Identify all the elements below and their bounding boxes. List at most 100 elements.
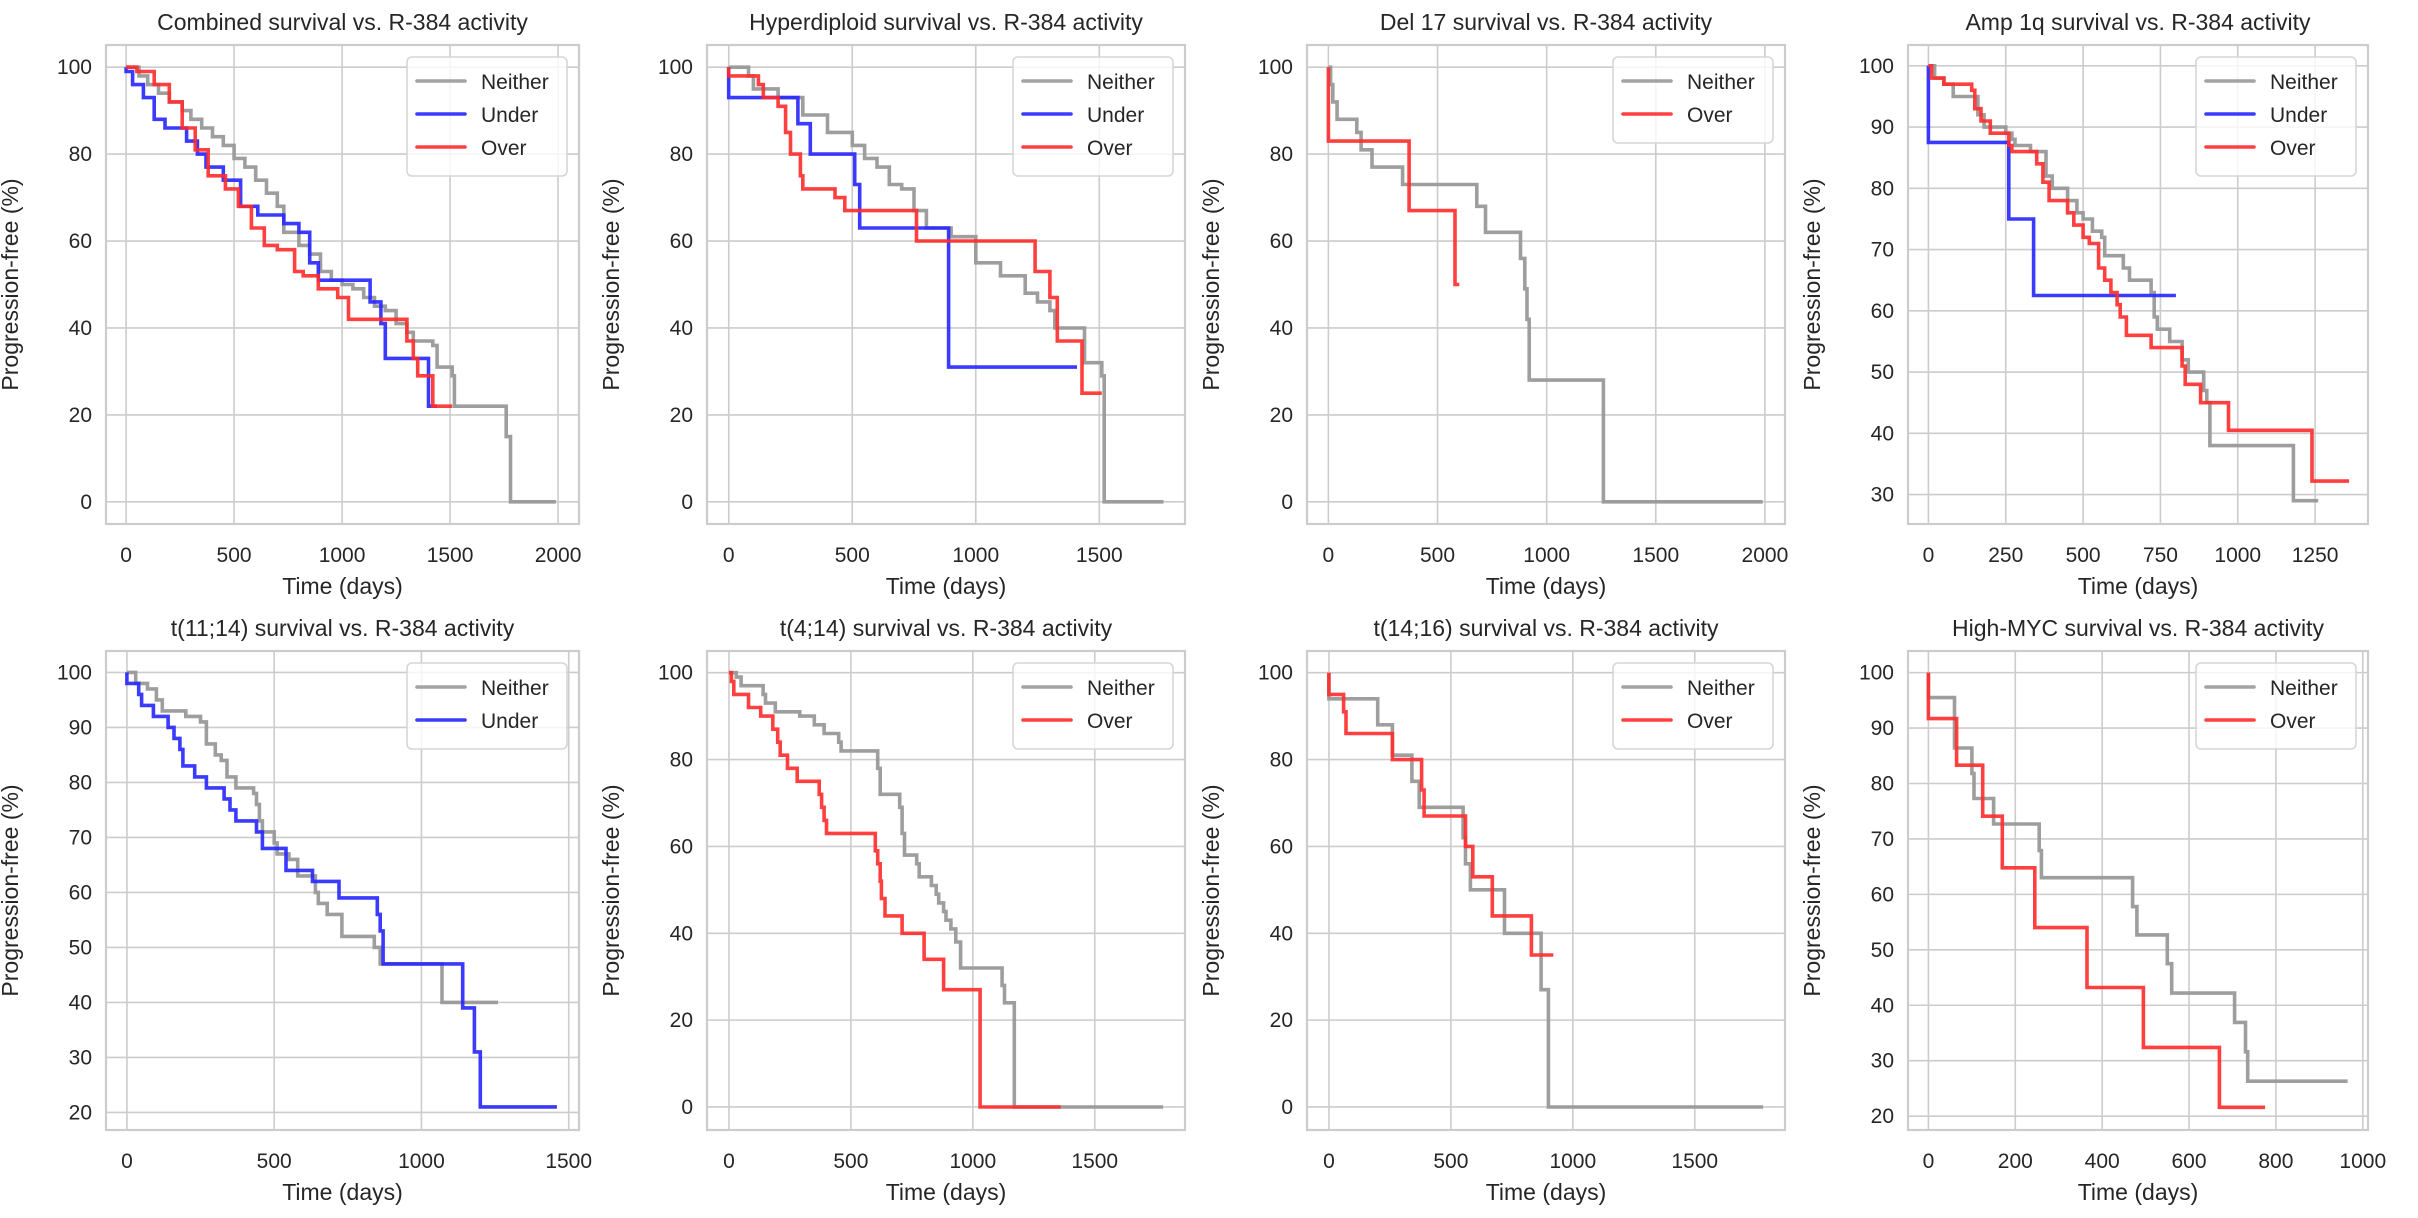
x-axis-label: Time (days) xyxy=(1486,1179,1607,1205)
legend-label-neither: Neither xyxy=(2270,71,2338,94)
subplot-title: t(11;14) survival vs. R-384 activity xyxy=(171,615,515,641)
x-axis-label: Time (days) xyxy=(2078,1179,2199,1205)
x-tick-label: 500 xyxy=(257,1150,292,1173)
x-tick-label: 600 xyxy=(2172,1150,2207,1173)
y-tick-label: 0 xyxy=(80,491,92,514)
y-tick-label: 80 xyxy=(1871,177,1894,200)
x-tick-label: 0 xyxy=(1323,544,1335,567)
x-axis-label: Time (days) xyxy=(886,1179,1007,1205)
x-tick-label: 500 xyxy=(833,1150,868,1173)
axes-frame xyxy=(1305,43,1787,526)
x-tick-label: 500 xyxy=(835,544,870,567)
subplot-6: 0 500 1000 1500 0 20 40 60 80 100 t(4;14) survival… xyxy=(598,615,1187,1205)
legend: Neither Over xyxy=(1012,662,1174,750)
x-tick-label: 250 xyxy=(1988,544,2023,567)
subplot-3: 0 500 1000 1500 2000 0 20 40 60 80 100 Del 17 survi… xyxy=(1198,9,1788,599)
y-tick-label: 40 xyxy=(670,922,693,945)
x-tick-label: 1000 xyxy=(949,1150,996,1173)
x-tick-label: 0 xyxy=(723,1150,735,1173)
y-tick-label: 80 xyxy=(1270,143,1293,166)
curve-under xyxy=(125,672,557,1109)
y-axis-label: Progression-free (%) xyxy=(1799,784,1825,996)
y-tick-label: 20 xyxy=(670,1009,693,1032)
x-tick-label: 1000 xyxy=(2214,544,2261,567)
legend: Neither Over xyxy=(1612,56,1774,144)
legend-label-over: Over xyxy=(1087,137,1133,160)
curve-under xyxy=(1926,65,2176,298)
y-tick-label: 100 xyxy=(658,56,693,79)
subplot-1: 0 500 1000 1500 2000 0 20 40 60 80 100 Combined sur… xyxy=(0,9,581,599)
subplot-title: t(4;14) survival vs. R-384 activity xyxy=(780,615,1113,641)
y-tick-label: 100 xyxy=(57,661,92,684)
curve-over xyxy=(1928,64,2350,483)
y-tick-label: 30 xyxy=(1871,484,1894,507)
legend-label-neither: Neither xyxy=(1087,677,1155,700)
x-tick-label: 1000 xyxy=(2339,1150,2386,1173)
curve-over xyxy=(728,670,1061,1109)
axes-frame xyxy=(104,43,581,526)
legend: Neither Under Over xyxy=(2195,56,2357,177)
y-tick-label: 20 xyxy=(69,1101,92,1124)
y-tick-label: 40 xyxy=(670,317,693,340)
x-tick-label: 1500 xyxy=(1076,544,1123,567)
legend-label-over: Over xyxy=(2270,710,2316,733)
axes-frame xyxy=(1305,649,1787,1132)
x-tick-label: 1000 xyxy=(1523,544,1570,567)
y-axis-label: Progression-free (%) xyxy=(1799,178,1825,390)
curve-neither xyxy=(126,670,498,1005)
legend: Neither Under xyxy=(406,662,568,750)
y-tick-label: 90 xyxy=(69,716,92,739)
curve-over xyxy=(1326,67,1460,287)
axes-frame xyxy=(104,649,581,1132)
legend-box xyxy=(2195,662,2357,750)
curve-over xyxy=(726,67,1102,395)
curve-neither xyxy=(728,670,1164,1109)
legend-box xyxy=(1612,56,1774,144)
y-tick-label: 100 xyxy=(1258,56,1293,79)
y-tick-label: 20 xyxy=(69,404,92,427)
legend-label-under: Under xyxy=(2270,104,2327,127)
y-tick-label: 20 xyxy=(670,404,693,427)
y-tick-label: 80 xyxy=(670,749,693,772)
y-tick-label: 60 xyxy=(69,230,92,253)
y-tick-label: 60 xyxy=(670,835,693,858)
subplot-title: High-MYC survival vs. R-384 activity xyxy=(1952,615,2324,641)
y-tick-label: 40 xyxy=(69,317,92,340)
y-tick-label: 0 xyxy=(1281,1096,1293,1119)
x-tick-label: 1500 xyxy=(1632,544,1679,567)
y-tick-label: 0 xyxy=(681,491,693,514)
axes-frame xyxy=(1906,649,2370,1132)
y-tick-label: 20 xyxy=(1270,404,1293,427)
legend: Neither Over xyxy=(2195,662,2357,750)
y-tick-label: 100 xyxy=(658,662,693,685)
x-axis-label: Time (days) xyxy=(282,573,403,599)
legend-label-under: Under xyxy=(481,104,538,127)
y-tick-label: 50 xyxy=(69,936,92,959)
y-tick-label: 0 xyxy=(681,1096,693,1119)
legend-label-over: Over xyxy=(1687,710,1733,733)
y-tick-label: 0 xyxy=(1281,491,1293,514)
y-tick-label: 20 xyxy=(1270,1009,1293,1032)
x-axis-label: Time (days) xyxy=(282,1179,403,1205)
x-tick-label: 500 xyxy=(2066,544,2101,567)
y-tick-label: 30 xyxy=(1871,1050,1894,1073)
subplot-7: 0 500 1000 1500 0 20 40 60 80 100 t(14;16) surviva… xyxy=(1198,615,1787,1205)
y-tick-label: 40 xyxy=(1871,422,1894,445)
y-tick-label: 100 xyxy=(1258,662,1293,685)
subplot-title: Hyperdiploid survival vs. R-384 activity xyxy=(749,9,1143,35)
y-tick-label: 60 xyxy=(69,881,92,904)
legend-label-under: Under xyxy=(481,710,538,733)
x-tick-label: 1250 xyxy=(2292,544,2339,567)
y-tick-label: 100 xyxy=(1859,662,1894,685)
legend: Neither Over xyxy=(1612,662,1774,750)
legend-label-neither: Neither xyxy=(1687,677,1755,700)
x-tick-label: 500 xyxy=(217,544,252,567)
y-tick-label: 80 xyxy=(69,771,92,794)
curve-neither xyxy=(1327,672,1764,1109)
subplot-title: t(14;16) survival vs. R-384 activity xyxy=(1373,615,1719,641)
x-tick-label: 0 xyxy=(1923,544,1935,567)
x-tick-label: 2000 xyxy=(1742,544,1789,567)
y-tick-label: 100 xyxy=(57,56,92,79)
subplot-5: 0 500 1000 1500 20 30 40 50 60 70 80 90 100 t(11;14) … xyxy=(0,615,592,1205)
y-axis-label: Progression-free (%) xyxy=(1198,784,1224,996)
